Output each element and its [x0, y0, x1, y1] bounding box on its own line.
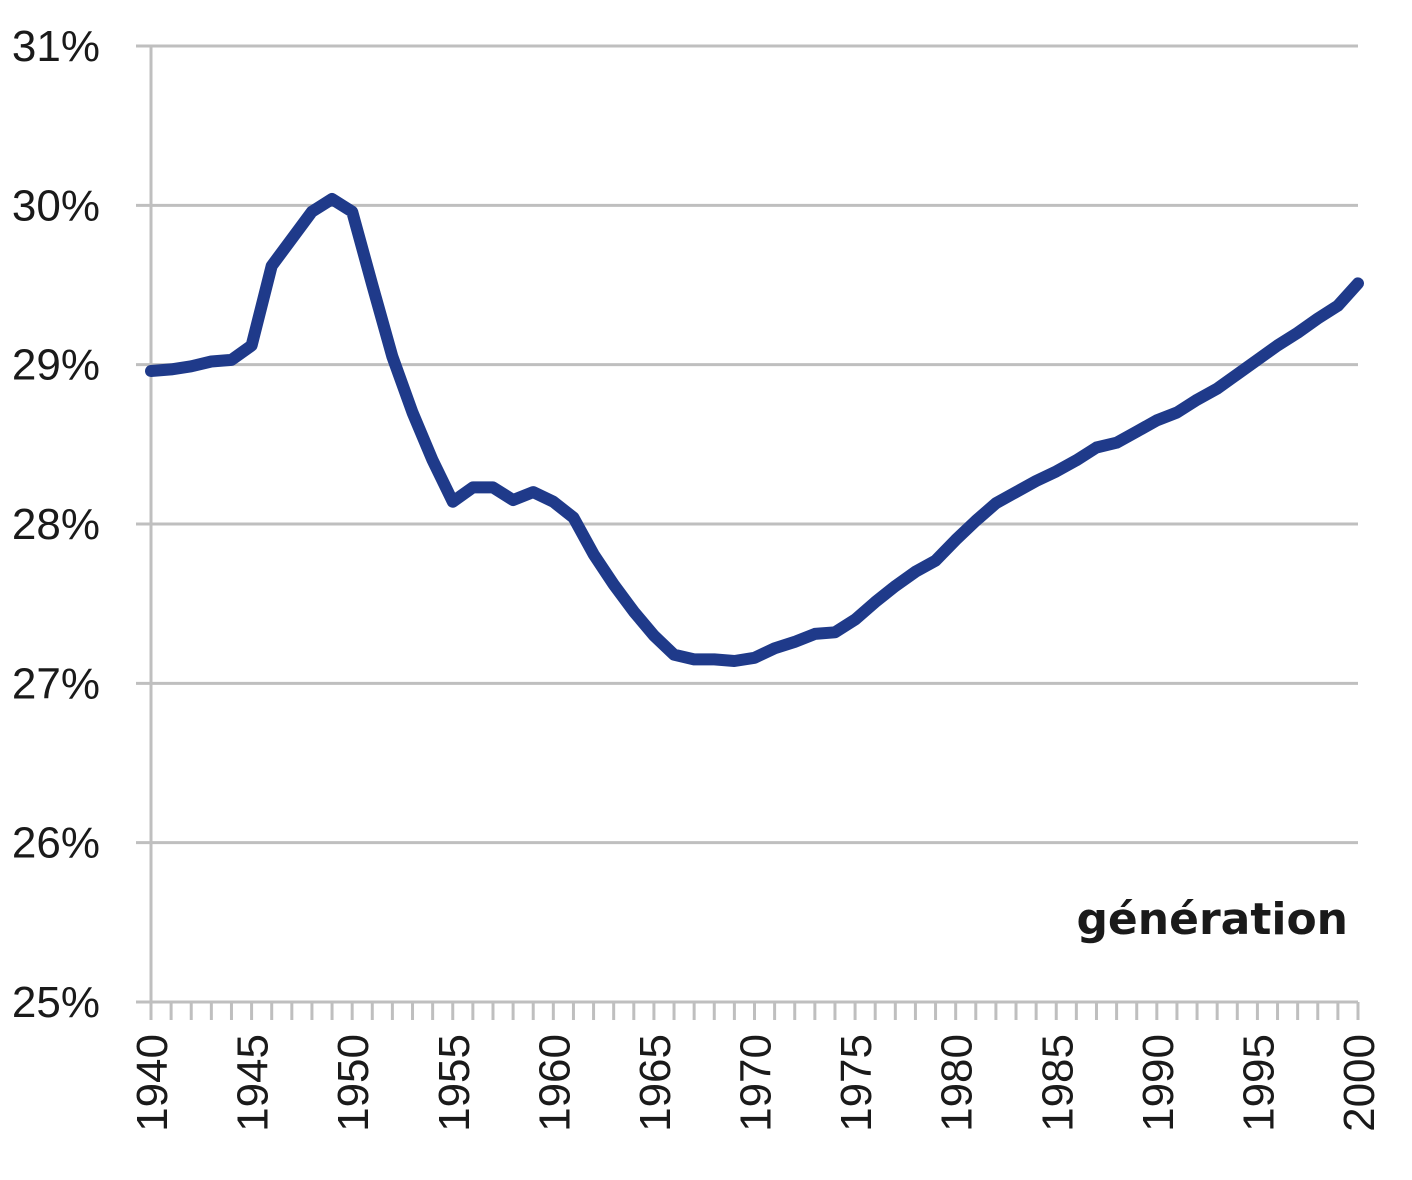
y-tick-label: 29% — [12, 341, 100, 390]
gridlines — [136, 44, 1358, 1004]
y-tick-label: 25% — [12, 978, 100, 1027]
x-tick-label: 1960 — [530, 1034, 579, 1132]
x-tick-labels: 1940 1945 1950 1955 1960 1965 1970 1975 1980 1985… — [128, 1034, 1384, 1132]
x-tick-label: 1970 — [732, 1034, 781, 1132]
x-tick-label: 2000 — [1335, 1034, 1384, 1132]
y-tick-label: 31% — [12, 22, 100, 71]
x-tick-label: 1975 — [832, 1034, 881, 1132]
x-tick-label: 1955 — [430, 1034, 479, 1132]
x-tick-label: 1980 — [933, 1034, 982, 1132]
x-tick-label: 1995 — [1234, 1034, 1283, 1132]
y-tick-label: 30% — [12, 181, 100, 230]
series-line — [145, 193, 1364, 667]
series-lines — [145, 193, 1364, 667]
x-tick-label: 1985 — [1033, 1034, 1082, 1132]
x-axis-label: génération — [1076, 894, 1348, 945]
x-tick-label: 1965 — [631, 1034, 680, 1132]
y-tick-labels: 25% 26% 27% 28% 29% 30% 31% — [12, 22, 100, 1027]
x-tick-label: 1950 — [329, 1034, 378, 1132]
x-tick-label: 1945 — [229, 1034, 278, 1132]
axes — [149, 46, 1360, 1020]
y-tick-label: 28% — [12, 500, 100, 549]
y-tick-label: 26% — [12, 819, 100, 868]
y-tick-label: 27% — [12, 659, 100, 708]
x-tick-label: 1940 — [128, 1034, 177, 1132]
x-tick-label: 1990 — [1134, 1034, 1183, 1132]
